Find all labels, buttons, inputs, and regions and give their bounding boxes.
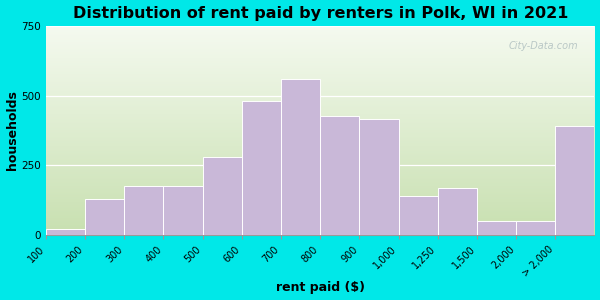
Bar	[203, 157, 242, 235]
Bar	[242, 101, 281, 235]
Bar	[477, 221, 516, 235]
Bar	[359, 119, 398, 235]
Bar	[46, 230, 85, 235]
Y-axis label: households: households	[5, 91, 19, 170]
Bar	[320, 116, 359, 235]
X-axis label: rent paid ($): rent paid ($)	[275, 281, 365, 294]
Bar	[438, 188, 477, 235]
Bar	[516, 221, 555, 235]
Bar	[163, 186, 203, 235]
Bar	[85, 199, 124, 235]
Bar	[124, 186, 163, 235]
Bar	[281, 79, 320, 235]
Title: Distribution of rent paid by renters in Polk, WI in 2021: Distribution of rent paid by renters in …	[73, 6, 568, 21]
Text: City-Data.com: City-Data.com	[508, 40, 578, 50]
Bar	[555, 126, 595, 235]
Bar	[398, 196, 438, 235]
